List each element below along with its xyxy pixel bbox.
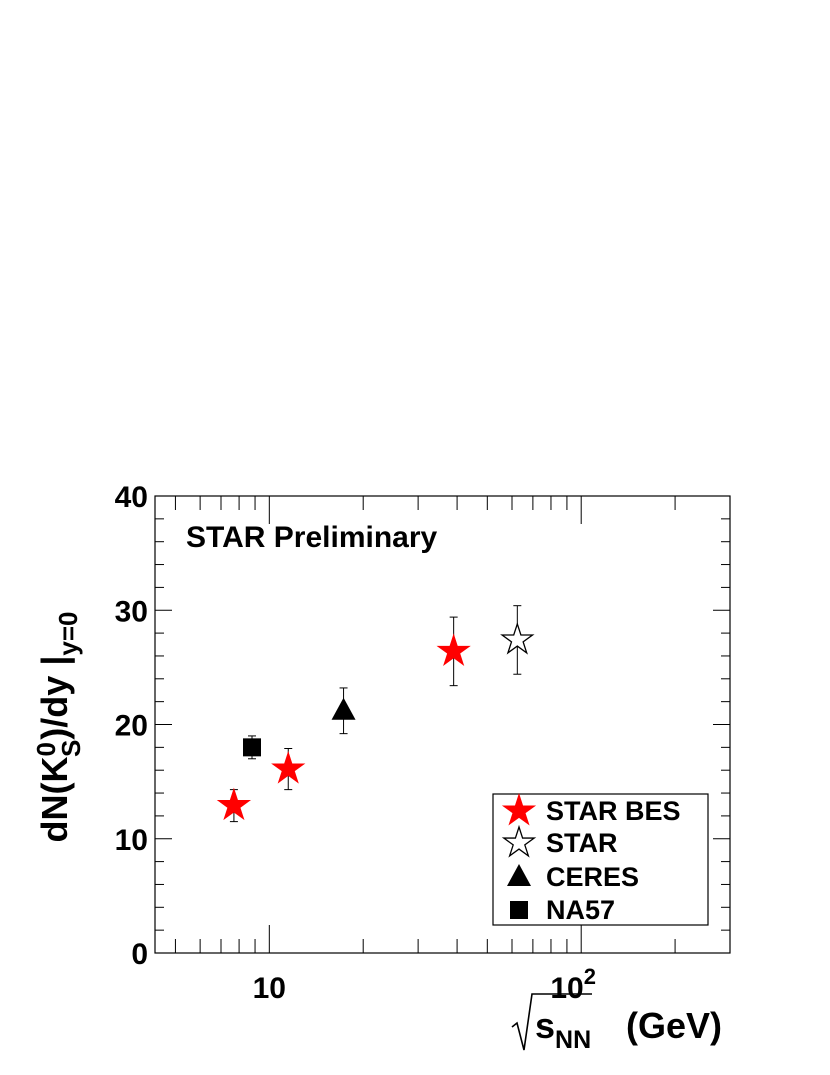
x-title-sub: NN bbox=[555, 1026, 591, 1054]
legend-marker-ceres bbox=[507, 864, 531, 886]
y-axis-title: dN(K0S)/dy |y=0 bbox=[31, 612, 86, 843]
y-tick-label: 40 bbox=[115, 481, 148, 514]
marker-star-bes bbox=[216, 787, 252, 821]
y-tick-label: 20 bbox=[115, 710, 148, 743]
x-title-unit: (GeV) bbox=[626, 1005, 722, 1046]
x-title-root: s bbox=[535, 1005, 555, 1046]
x-tick-label-exponent: 2 bbox=[584, 964, 596, 989]
legend: STAR BES STAR CERES NA57 bbox=[492, 793, 709, 926]
tick-labels: 0 10 20 30 40 10 102 bbox=[115, 481, 596, 1005]
marker-na57 bbox=[242, 738, 261, 757]
y-title-prefix: dN(K bbox=[34, 757, 75, 843]
marker-star bbox=[500, 621, 535, 655]
y-title-sup: 0 bbox=[31, 742, 61, 756]
x-tick-label: 10 bbox=[253, 972, 286, 1005]
marker-star-bes bbox=[436, 633, 471, 666]
svg-text:sNN: sNN bbox=[535, 1005, 591, 1054]
y-title-bar-sub: y=0 bbox=[53, 612, 83, 656]
data-markers bbox=[216, 621, 535, 821]
legend-label-ceres: CERES bbox=[546, 862, 639, 892]
marker-star-bes bbox=[271, 751, 306, 784]
legend-box bbox=[492, 793, 709, 926]
legend-label-na57: NA57 bbox=[546, 895, 615, 925]
x-tick-label: 102 bbox=[550, 964, 596, 1005]
legend-markers bbox=[501, 793, 537, 919]
legend-marker-star-bes bbox=[501, 793, 537, 826]
error-bars bbox=[229, 605, 522, 823]
legend-marker-na57 bbox=[510, 901, 528, 919]
y-title-sub: S bbox=[56, 740, 86, 757]
sqrt-symbol bbox=[511, 993, 592, 1051]
y-tick-label: 30 bbox=[115, 595, 148, 628]
axis-ticks bbox=[155, 495, 731, 954]
legend-label-star-bes: STAR BES bbox=[546, 796, 681, 826]
svg-text:dN(K0S)/dy |y=0: dN(K0S)/dy |y=0 bbox=[31, 612, 86, 843]
y-tick-label: 0 bbox=[131, 938, 148, 971]
x-axis-title: sNN (GeV) bbox=[511, 993, 722, 1054]
y-tick-label: 10 bbox=[115, 824, 148, 857]
legend-label-star: STAR bbox=[546, 828, 618, 858]
annotation-star-preliminary: STAR Preliminary bbox=[186, 521, 438, 554]
y-title-suffix: )/dy | bbox=[34, 656, 76, 740]
marker-ceres bbox=[331, 697, 356, 720]
legend-marker-star bbox=[501, 824, 537, 858]
